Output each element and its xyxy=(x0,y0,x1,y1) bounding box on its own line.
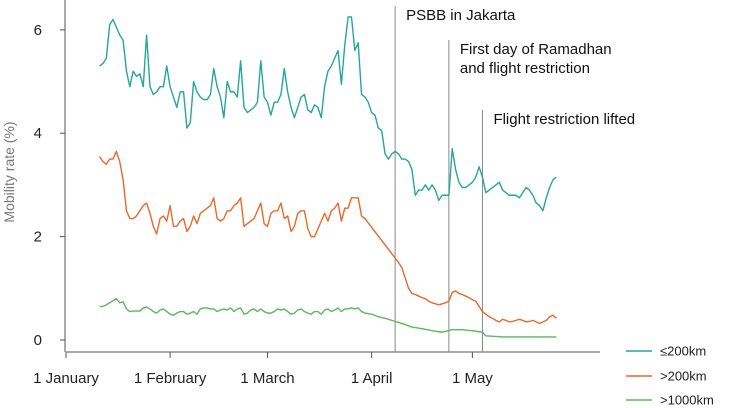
series-line-0 xyxy=(99,16,557,212)
axes-group: 0 2 4 6 1 January 1 February 1 March 1 April 1 M… xyxy=(33,0,600,387)
y-axis-label: Mobility rate (%) xyxy=(1,121,17,222)
x-tick-label: 1 May xyxy=(452,370,493,387)
annotations-group: PSBB in Jakarta First day of Ramadhan and … xyxy=(394,6,635,352)
annotation-label-line: PSBB in Jakarta xyxy=(406,7,516,24)
annotation-label: Flight restriction lifted xyxy=(493,111,635,128)
y-tick-label: 0 xyxy=(34,332,42,349)
x-tick-label: 1 March xyxy=(240,370,294,387)
x-tick-label: 1 April xyxy=(351,370,393,387)
legend-label: >200km xyxy=(660,369,707,384)
y-tick-label: 2 xyxy=(34,229,42,246)
x-tick-label: 1 January xyxy=(33,370,99,387)
annotation-label-line: and flight restriction xyxy=(460,60,590,77)
annotation-label: PSBB in Jakarta xyxy=(406,7,516,24)
y-tick-label: 6 xyxy=(34,22,42,39)
annotation-label-line: Flight restriction lifted xyxy=(493,111,635,128)
series-line-2 xyxy=(99,297,557,338)
legend-group: ≤200km >200km >1000km xyxy=(626,344,714,408)
legend-label: >1000km xyxy=(660,393,714,408)
annotation-label: First day of Ramadhan and flight restrict… xyxy=(460,41,612,77)
series-group xyxy=(98,16,557,338)
legend-label: ≤200km xyxy=(660,344,706,359)
x-tick-label: 1 February xyxy=(134,370,207,387)
annotation-label-line: First day of Ramadhan xyxy=(460,41,612,58)
y-tick-label: 4 xyxy=(34,125,42,142)
series-line-1 xyxy=(98,150,557,325)
